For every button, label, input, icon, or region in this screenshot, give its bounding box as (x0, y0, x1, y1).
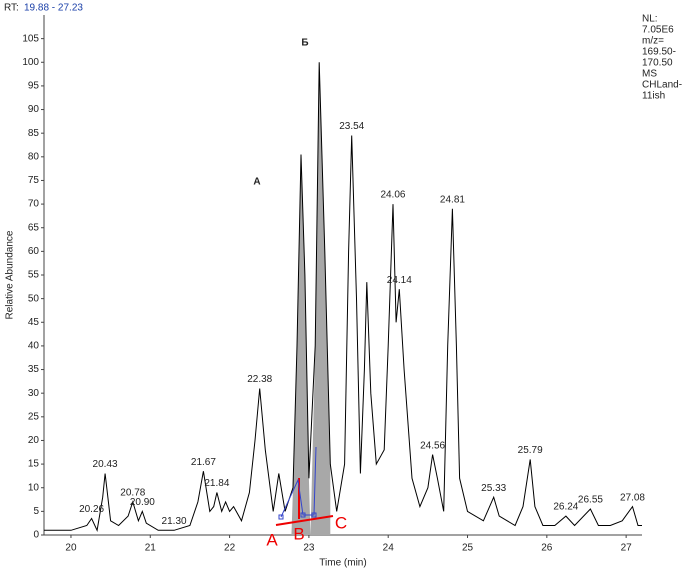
peak-label: 22.38 (247, 374, 272, 385)
x-tick-label: 23 (303, 543, 315, 554)
y-tick-label: 45 (28, 317, 40, 328)
y-tick-label: 25 (28, 411, 40, 422)
integration-line (280, 446, 317, 518)
x-tick-label: 20 (65, 543, 77, 554)
point-label: B (293, 524, 304, 543)
x-tick-label: 22 (224, 543, 236, 554)
y-tick-label: 50 (28, 293, 40, 304)
peak-name: Б (301, 38, 308, 49)
info-line: CHLand- (642, 80, 682, 91)
info-line: 11ish (642, 91, 665, 102)
peak-label: 21.84 (204, 478, 229, 489)
peak-area (291, 154, 311, 536)
peak-name: А (253, 177, 260, 188)
peak-area (310, 62, 331, 535)
handle (300, 512, 306, 518)
y-tick-label: 60 (28, 246, 40, 257)
y-tick-label: 90 (28, 104, 40, 115)
trace (44, 62, 642, 532)
x-tick-label: 27 (621, 543, 633, 554)
peak-label: 27.08 (620, 492, 645, 503)
baseline (275, 515, 334, 526)
peak-label: 20.90 (130, 497, 155, 508)
x-tick-label: 25 (462, 543, 474, 554)
peak-label: 25.79 (518, 445, 543, 456)
y-tick-label: 40 (28, 341, 40, 352)
peak-label: 25.33 (481, 483, 506, 494)
y-tick-label: 30 (28, 388, 40, 399)
point-label: C (335, 513, 347, 532)
info-line: 7.05E6 (642, 25, 674, 36)
info-line: 169.50- (642, 47, 676, 58)
y-tick-label: 10 (28, 482, 40, 493)
peak-label: 21.67 (191, 457, 216, 468)
peak-label: 24.06 (380, 190, 405, 201)
rt-label: RT: (4, 3, 19, 14)
peak-label: 23.54 (339, 121, 364, 132)
y-tick-label: 100 (22, 57, 39, 68)
peak-label: 26.55 (578, 495, 603, 506)
y-tick-label: 105 (22, 33, 39, 44)
peak-label: 20.43 (93, 459, 118, 470)
y-tick-label: 80 (28, 151, 40, 162)
peak-label: 24.81 (440, 194, 465, 205)
rt-range: 19.88 - 27.23 (24, 3, 83, 14)
y-tick-label: 70 (28, 199, 40, 210)
info-line: NL: (642, 14, 658, 25)
info-line: MS (642, 69, 657, 80)
y-tick-label: 0 (33, 530, 39, 541)
y-axis-label: Relative Abundance (5, 230, 16, 319)
x-tick-label: 21 (145, 543, 157, 554)
y-tick-label: 5 (33, 506, 39, 517)
y-tick-label: 95 (28, 81, 40, 92)
peak-label: 20.26 (79, 504, 104, 515)
handle (278, 514, 284, 520)
y-tick-label: 15 (28, 459, 40, 470)
shaded-areas (291, 62, 331, 536)
peak-label: 21.30 (162, 516, 187, 527)
point-label: A (266, 530, 278, 549)
y-tick-label: 55 (28, 270, 40, 281)
handle (311, 512, 317, 518)
info-line: 170.50 (642, 58, 673, 69)
y-tick-label: 75 (28, 175, 40, 186)
info-line: m/z= (642, 36, 664, 47)
x-axis-label: Time (min) (319, 558, 366, 569)
y-tick-label: 35 (28, 364, 40, 375)
y-tick-label: 65 (28, 222, 40, 233)
y-tick-label: 85 (28, 128, 40, 139)
peak-label: 24.14 (387, 275, 412, 286)
peak-label: 24.56 (420, 440, 445, 451)
y-tick-label: 20 (28, 435, 40, 446)
peak-label: 26.24 (553, 502, 578, 513)
peak-label: 20.78 (120, 488, 145, 499)
x-tick-label: 26 (541, 543, 553, 554)
x-tick-label: 24 (383, 543, 395, 554)
